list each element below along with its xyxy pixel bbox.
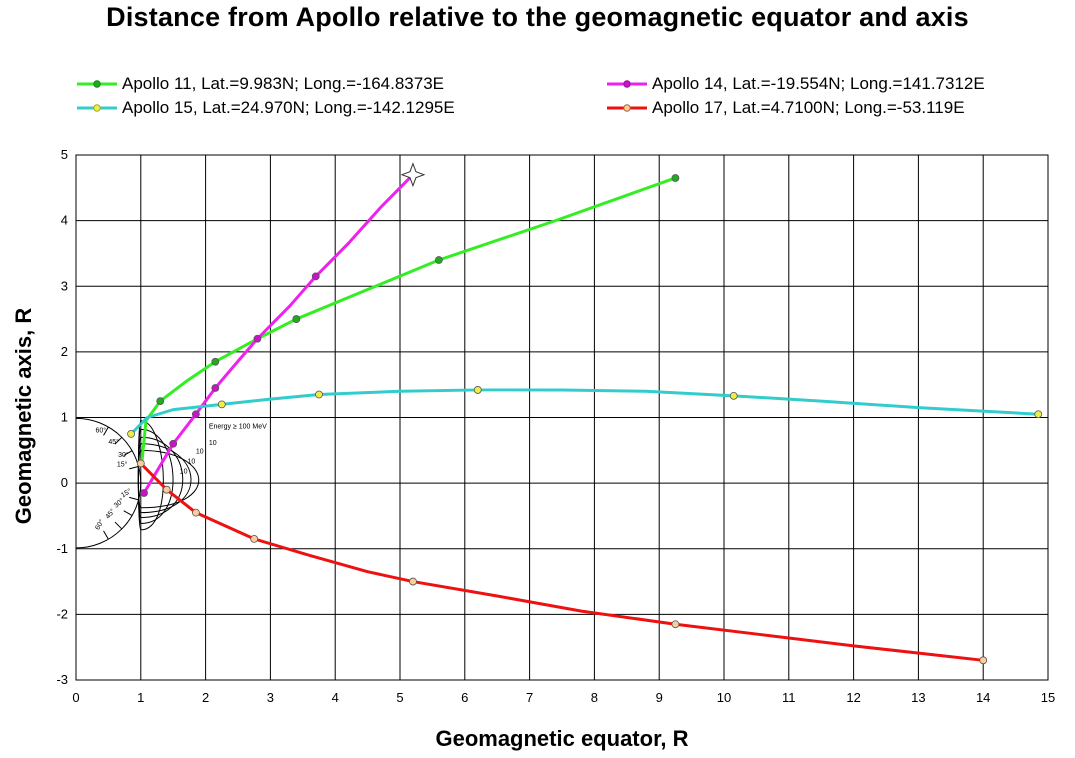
- contour-label: 10: [180, 468, 188, 475]
- angle-label-upper: 60°: [95, 427, 106, 435]
- legend-label-apollo-11: Apollo 11, Lat.=9.983N; Long.=-164.8373E: [122, 74, 444, 93]
- y-tick-label: 0: [61, 475, 68, 490]
- angle-tick: [114, 521, 123, 530]
- data-point: [671, 174, 680, 182]
- angle-tick: [129, 496, 139, 501]
- data-point: [140, 489, 148, 497]
- x-tick-label: 6: [461, 690, 468, 705]
- earth-circle: [75, 417, 142, 549]
- x-tick-label: 4: [332, 690, 339, 705]
- endpoint-star-marker: [400, 162, 426, 188]
- y-tick-label: -3: [56, 672, 68, 687]
- legend-swatch-apollo-15: [77, 104, 117, 112]
- y-tick-label: -1: [56, 541, 68, 556]
- angle-label-upper: 30°: [118, 451, 129, 459]
- x-tick-label: 8: [591, 690, 598, 705]
- y-tick-label: 3: [61, 278, 68, 293]
- legend-swatch-apollo-14: [607, 80, 647, 88]
- angle-label-upper: 45°: [108, 438, 119, 446]
- data-point: [211, 384, 220, 392]
- data-point: [191, 508, 200, 517]
- x-tick-label: 14: [976, 690, 990, 705]
- legend-swatch-apollo-11: [77, 80, 117, 88]
- x-tick-label: 9: [656, 690, 663, 705]
- series-line: [139, 462, 984, 662]
- contour-label: 10: [196, 449, 204, 456]
- data-point: [169, 439, 178, 448]
- x-tick-label: 12: [846, 690, 860, 705]
- legend-label-apollo-15: Apollo 15, Lat.=24.970N; Long.=-142.1295…: [122, 98, 455, 117]
- contour-loop: [137, 449, 200, 509]
- data-point: [136, 459, 145, 468]
- chart-title: Distance from Apollo relative to the geo…: [106, 2, 969, 32]
- x-tick-label: 0: [72, 690, 79, 705]
- legend-item-apollo-11: Apollo 11, Lat.=9.983N; Long.=-164.8373E: [76, 74, 444, 94]
- legend-item-apollo-14: Apollo 14, Lat.=-19.554N; Long.=141.7312…: [606, 74, 985, 94]
- contour-label: 10: [187, 458, 195, 465]
- data-point: [409, 577, 417, 586]
- x-axis-label: Geomagnetic equator, R: [435, 726, 689, 751]
- data-point: [979, 656, 988, 665]
- legend-item-apollo-15: Apollo 15, Lat.=24.970N; Long.=-142.1295…: [76, 98, 455, 118]
- angle-tick: [123, 450, 133, 457]
- data-point: [191, 410, 200, 419]
- x-tick-label: 10: [717, 690, 731, 705]
- x-tick-label: 15: [1041, 690, 1055, 705]
- series-line: [130, 388, 1039, 435]
- legend-item-apollo-17: Apollo 17, Lat.=4.7100N; Long.=-53.119E: [606, 98, 965, 118]
- y-tick-label: 4: [61, 213, 68, 228]
- data-point: [473, 386, 482, 394]
- inset-energy-label: Energy ≥ 100 MeV: [209, 424, 267, 431]
- data-point: [162, 485, 171, 494]
- data-point: [292, 315, 301, 323]
- x-tick-label: 2: [202, 690, 209, 705]
- legend-swatch-apollo-17: [607, 104, 647, 112]
- legend-label-apollo-14: Apollo 14, Lat.=-19.554N; Long.=141.7312…: [652, 74, 985, 93]
- angle-tick: [103, 530, 109, 540]
- y-tick-label: 1: [61, 410, 68, 425]
- data-point: [729, 391, 738, 400]
- y-tick-label: -2: [56, 606, 68, 621]
- angle-tick: [123, 510, 133, 516]
- angle-tick: [103, 426, 109, 436]
- x-tick-label: 3: [267, 690, 274, 705]
- series-line: [142, 173, 415, 494]
- y-axis-label: Geomagnetic axis, R: [11, 307, 36, 525]
- y-tick-label: 2: [61, 344, 68, 359]
- data-point: [311, 272, 320, 281]
- data-point: [211, 357, 220, 366]
- data-point: [253, 334, 262, 343]
- x-tick-label: 5: [396, 690, 403, 705]
- data-point: [156, 397, 165, 405]
- y-tick-label: 5: [61, 147, 68, 162]
- angle-label-upper: 15°: [117, 461, 128, 469]
- data-point: [434, 256, 443, 264]
- x-tick-label: 1: [137, 690, 144, 705]
- x-tick-label: 7: [526, 690, 533, 705]
- angle-tick: [114, 436, 123, 445]
- data-point: [315, 390, 323, 399]
- angle-tick: [129, 465, 139, 470]
- data-point: [217, 400, 226, 409]
- legend-label-apollo-17: Apollo 17, Lat.=4.7100N; Long.=-53.119E: [652, 98, 965, 117]
- data-point: [127, 430, 135, 438]
- data-point: [1034, 410, 1043, 419]
- data-point: [671, 620, 680, 629]
- x-tick-label: 13: [911, 690, 925, 705]
- contour-label: 10: [209, 440, 217, 447]
- data-point: [250, 535, 259, 543]
- x-tick-label: 11: [782, 690, 796, 705]
